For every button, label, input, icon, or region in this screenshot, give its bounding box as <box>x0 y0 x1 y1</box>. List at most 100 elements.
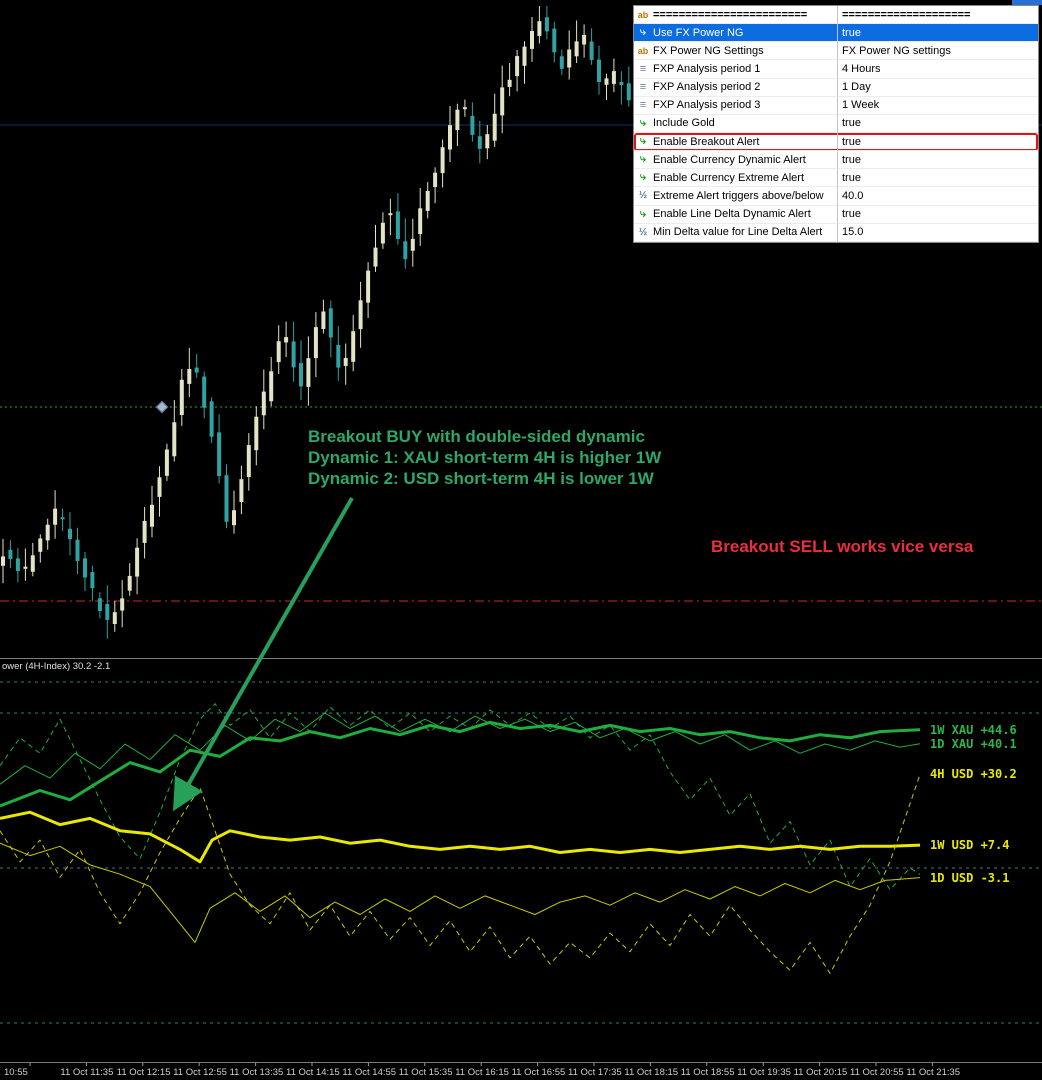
param-name-cell[interactable]: ≡ FXP Analysis period 3 <box>634 96 838 115</box>
bool-arrow-icon: ⤷ <box>639 26 647 39</box>
dropdown-type-icon: ≡ <box>639 99 647 112</box>
param-value[interactable]: true <box>838 151 1038 170</box>
param-value[interactable]: 1 Day <box>838 79 1038 97</box>
indicator-subwindow-title: ower (4H-Index) 30.2 -2.1 <box>2 661 111 672</box>
param-row-enable-currency-dynamic-alert[interactable]: ⤷ Enable Currency Dynamic Alert true <box>634 151 1038 170</box>
time-axis-label: 11 Oct 20:15 <box>793 1067 848 1078</box>
time-axis-label: 10:55 <box>4 1067 28 1078</box>
number-type-icon: ½ <box>638 190 648 202</box>
indicator-value-label: 1D USD -3.1 <box>930 871 1010 885</box>
time-axis-label: 11 Oct 17:35 <box>568 1067 622 1078</box>
param-row-fxp-analysis-period-3[interactable]: ≡ FXP Analysis period 3 1 Week <box>634 96 1038 115</box>
param-name: Enable Line Delta Dynamic Alert <box>653 208 811 221</box>
number-type-icon: ½ <box>638 226 648 238</box>
time-axis-label: 11 Oct 13:35 <box>229 1067 284 1078</box>
param-name: Enable Currency Dynamic Alert <box>653 153 806 166</box>
breakout-buy-arrow <box>173 497 354 812</box>
param-row-extreme-alert-triggers-above-below[interactable]: ½ Extreme Alert triggers above/below 40.0 <box>634 187 1038 206</box>
param-value[interactable]: 40.0 <box>838 187 1038 206</box>
param-row-enable-currency-extreme-alert[interactable]: ⤷ Enable Currency Extreme Alert true <box>634 169 1038 188</box>
param-name: Use FX Power NG <box>653 26 744 39</box>
time-axis-separator <box>0 1062 1042 1063</box>
subwindow-separator[interactable] <box>0 658 1042 659</box>
param-name-cell[interactable]: ≡ FXP Analysis period 2 <box>634 78 838 97</box>
indicator-value-label: 1W XAU +44.6 <box>930 723 1017 737</box>
param-name-cell[interactable]: ½ Extreme Alert triggers above/below <box>634 187 838 206</box>
param-value[interactable]: 1 Week <box>838 97 1038 115</box>
param-value[interactable]: ==================== <box>838 6 1038 25</box>
time-axis-label: 11 Oct 14:55 <box>342 1067 397 1078</box>
breakout-buy-annotation: Breakout BUY with double-sided dynamic D… <box>308 426 661 489</box>
annotation-line: Breakout BUY with double-sided dynamic <box>308 427 645 446</box>
annotation-line: Dynamic 1: XAU short-term 4H is higher 1… <box>308 448 662 467</box>
param-name: Min Delta value for Line Delta Alert <box>653 226 823 239</box>
param-row-fxp-analysis-period-1[interactable]: ≡ FXP Analysis period 1 4 Hours <box>634 60 1038 79</box>
param-row-fx-power-ng-settings[interactable]: ab FX Power NG Settings FX Power NG settin… <box>634 42 1038 61</box>
param-name-cell[interactable]: ⤷ Enable Currency Dynamic Alert <box>634 151 838 170</box>
text-type-icon: ab <box>637 9 649 20</box>
time-axis-label: 11 Oct 21:35 <box>906 1067 961 1078</box>
param-name-cell[interactable]: ab ======================== <box>634 6 838 25</box>
time-axis-label: 11 Oct 16:55 <box>511 1067 566 1078</box>
param-name-cell[interactable]: ⤷ Enable Line Delta Dynamic Alert <box>634 205 838 224</box>
bool-arrow-icon: ⤷ <box>639 153 647 166</box>
dropdown-type-icon: ≡ <box>639 81 647 94</box>
param-name: Extreme Alert triggers above/below <box>653 189 824 202</box>
param-row-include-gold[interactable]: ⤷ Include Gold true <box>634 114 1038 133</box>
param-name-cell[interactable]: ⤷ Use FX Power NG <box>634 24 838 43</box>
param-name: FXP Analysis period 2 <box>653 81 761 94</box>
param-value[interactable]: 4 Hours <box>838 60 1038 79</box>
time-axis-label: 11 Oct 18:15 <box>624 1067 679 1078</box>
time-axis-label: 11 Oct 15:35 <box>398 1067 453 1078</box>
param-name: FXP Analysis period 1 <box>653 62 761 75</box>
param-name-cell[interactable]: ⤷ Enable Currency Extreme Alert <box>634 169 838 188</box>
time-axis-label: 11 Oct 12:15 <box>116 1067 171 1078</box>
param-rows: ab ======================== ==============… <box>634 6 1038 242</box>
param-value[interactable]: true <box>838 206 1038 224</box>
indicator-value-label: 1D XAU +40.1 <box>930 737 1017 751</box>
annotation-line: Dynamic 2: USD short-term 4H is lower 1W <box>308 469 654 488</box>
param-name: FXP Analysis period 3 <box>653 99 761 112</box>
param-row-enable-breakout-alert[interactable]: ⤷ Enable Breakout Alert true <box>634 132 1038 152</box>
param-value[interactable]: FX Power NG settings <box>838 42 1038 61</box>
bool-arrow-icon: ⤷ <box>639 135 647 148</box>
time-axis-label: 11 Oct 12:55 <box>173 1067 227 1078</box>
param-value[interactable]: 15.0 <box>838 224 1038 242</box>
indicator-value-label: 1W USD +7.4 <box>930 838 1010 852</box>
breakout-sell-annotation: Breakout SELL works vice versa <box>711 537 974 556</box>
time-axis-label: 11 Oct 18:55 <box>680 1067 735 1078</box>
time-axis-label: 11 Oct 16:15 <box>455 1067 509 1078</box>
param-name-cell[interactable]: ⤷ Include Gold <box>634 114 838 133</box>
param-name: FX Power NG Settings <box>653 44 764 57</box>
time-axis-label: 11 Oct 20:55 <box>850 1067 904 1078</box>
window-corner-decoration <box>1012 0 1042 5</box>
param-name-cell[interactable]: ≡ FXP Analysis period 1 <box>634 60 838 79</box>
param-name-cell[interactable]: ab FX Power NG Settings <box>634 42 838 61</box>
param-value[interactable]: true <box>838 115 1038 133</box>
bool-arrow-icon: ⤷ <box>639 207 647 220</box>
time-axis-label: 11 Oct 14:15 <box>286 1067 340 1078</box>
text-type-icon: ab <box>637 45 649 56</box>
param-value[interactable]: true <box>838 169 1038 188</box>
indicator-inputs-panel[interactable]: ab ======================== ==============… <box>633 5 1039 243</box>
time-axis-label: 11 Oct 11:35 <box>60 1067 114 1078</box>
param-name-cell[interactable]: ½ Min Delta value for Line Delta Alert <box>634 223 838 242</box>
param-row-min-delta-value-for-line-delta-alert[interactable]: ½ Min Delta value for Line Delta Alert 15.… <box>634 223 1038 242</box>
dropdown-type-icon: ≡ <box>639 62 647 75</box>
bool-arrow-icon: ⤷ <box>639 171 647 184</box>
param-name: Include Gold <box>653 117 715 130</box>
param-value[interactable]: true <box>838 133 1038 152</box>
param-row-header[interactable]: ab ======================== ==============… <box>634 6 1038 25</box>
param-name: ======================== <box>653 8 808 21</box>
param-row-enable-line-delta-dynamic-alert[interactable]: ⤷ Enable Line Delta Dynamic Alert true <box>634 205 1038 224</box>
param-value[interactable]: true <box>838 24 1038 43</box>
param-name: Enable Currency Extreme Alert <box>653 171 805 184</box>
time-axis-label: 11 Oct 19:35 <box>737 1067 791 1078</box>
param-name-cell[interactable]: ⤷ Enable Breakout Alert <box>634 132 838 152</box>
bool-arrow-icon: ⤷ <box>639 116 647 129</box>
param-name: Enable Breakout Alert <box>653 135 760 148</box>
indicator-value-label: 4H USD +30.2 <box>930 767 1017 781</box>
param-row-fxp-analysis-period-2[interactable]: ≡ FXP Analysis period 2 1 Day <box>634 78 1038 97</box>
param-row-use-fx-power-ng[interactable]: ⤷ Use FX Power NG true <box>634 24 1038 43</box>
